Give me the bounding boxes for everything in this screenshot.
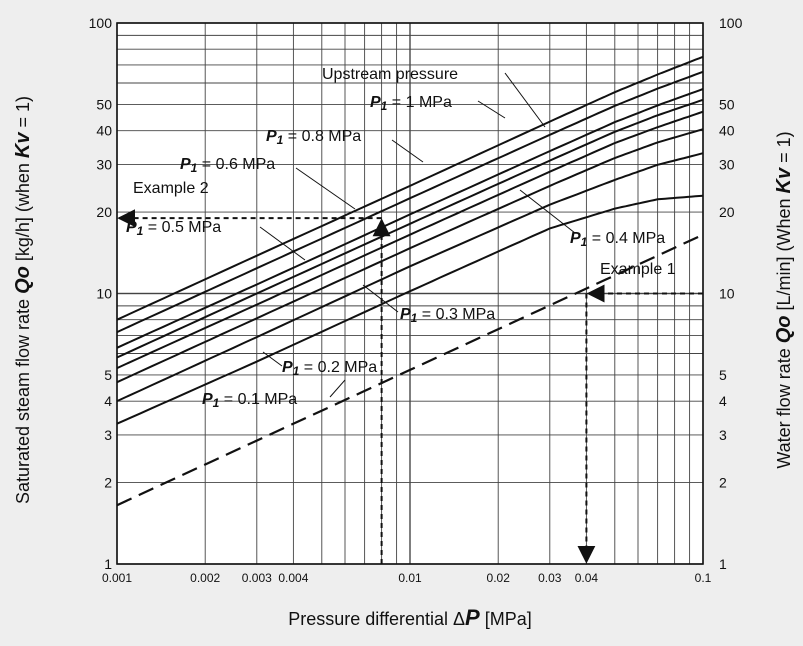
y-tick-label-right: 40 [719, 123, 735, 139]
steam-curve [116, 128, 704, 384]
label-p1-0.3mpa: P1 = 0.3 MPa [400, 306, 495, 325]
x-axis-title: Pressure differential ΔP [MPa] [288, 605, 532, 630]
label-p1-0.8mpa: P1 = 0.8 MPa [266, 128, 361, 147]
label-p1-0.6mpa: P1 = 0.6 MPa [180, 156, 275, 175]
leader-p1-0.5mpa [259, 226, 306, 261]
y-tick-label-left: 50 [96, 96, 112, 112]
label-example-2: Example 2 [133, 180, 209, 197]
label-p1-0.1mpa: P1 = 0.1 MPa [202, 391, 297, 410]
x-tick-label: 0.004 [278, 571, 308, 585]
label-p1-0.5mpa: P1 = 0.5 MPa [126, 219, 221, 238]
x-tick-label: 0.002 [190, 571, 220, 585]
steam-curve [116, 55, 704, 321]
x-tick-label: 0.02 [487, 571, 511, 585]
x-tick-label: 0.03 [538, 571, 562, 585]
y-tick-label-right: 1 [719, 556, 727, 572]
steam-curve [116, 110, 704, 370]
y-tick-label-left: 4 [104, 393, 112, 409]
label-example-1: Example 1 [600, 261, 676, 278]
y-axis-title-left: Saturated steam flow rate Qo [kg/h] (whe… [12, 96, 34, 504]
y-tick-label-right: 30 [719, 156, 735, 172]
x-tick-label: 0.1 [695, 571, 712, 585]
steam-curve [116, 194, 704, 425]
y-tick-label-left: 100 [89, 15, 113, 31]
y-tick-label-left: 20 [96, 204, 112, 220]
y-tick-label-left: 10 [96, 286, 112, 302]
y-tick-label-left: 5 [104, 367, 112, 383]
steam-curve [116, 70, 704, 334]
leader-p1-1mpa [477, 100, 506, 119]
example-guides [117, 209, 703, 564]
label-p1-0.4mpa: P1 = 0.4 MPa [570, 230, 665, 249]
curves [116, 55, 704, 507]
leader-p1-0.1mpa [329, 379, 346, 398]
tick-labels: 1 1 2 2 3 3 4 4 5 5 10 10 20 20 30 30 40 40 50 50 100 100 0.00… [89, 15, 743, 585]
leader-p1-0.4mpa [519, 189, 576, 234]
y-tick-label-right: 10 [719, 286, 735, 302]
y-tick-label-left: 3 [104, 427, 112, 443]
x-tick-label: 0.01 [398, 571, 422, 585]
y-tick-label-right: 100 [719, 15, 743, 31]
label-p1-0.2mpa: P1 = 0.2 MPa [282, 359, 377, 378]
y-tick-label-left: 40 [96, 123, 112, 139]
x-tick-label: 0.04 [575, 571, 599, 585]
plot-frame [116, 22, 704, 565]
y-tick-label-left: 2 [104, 475, 112, 491]
y-tick-label-right: 50 [719, 96, 735, 112]
leader-p1-0.8mpa [391, 139, 424, 163]
y-tick-label-right: 5 [719, 367, 727, 383]
label-upstream-pressure: Upstream pressure [322, 66, 458, 83]
y-tick-label-left: 1 [104, 556, 112, 572]
steam-curve [116, 88, 704, 349]
y-tick-label-right: 2 [719, 475, 727, 491]
y-tick-label-right: 4 [719, 393, 727, 409]
y-tick-label-right: 3 [719, 427, 727, 443]
y-axis-title-right: Water flow rate Qo [L/min] (When Kv = 1) [773, 131, 795, 468]
leader-p1-0.3mpa [362, 284, 399, 313]
x-tick-label: 0.003 [242, 571, 272, 585]
annotations: Upstream pressure P1 = 1 MPa P1 = 0.8 MP… [126, 66, 676, 410]
y-tick-label-right: 20 [719, 204, 735, 220]
leader-p1-0.2mpa [262, 351, 283, 367]
steam-curve [116, 152, 704, 403]
leader-p1-0.6mpa [295, 167, 356, 210]
x-tick-label: 0.001 [102, 571, 132, 585]
water-flow-line [116, 233, 704, 507]
steam-curve [116, 98, 704, 359]
leader-upstream [504, 72, 546, 128]
label-p1-1mpa: P1 = 1 MPa [370, 94, 452, 113]
y-tick-label-left: 30 [96, 156, 112, 172]
